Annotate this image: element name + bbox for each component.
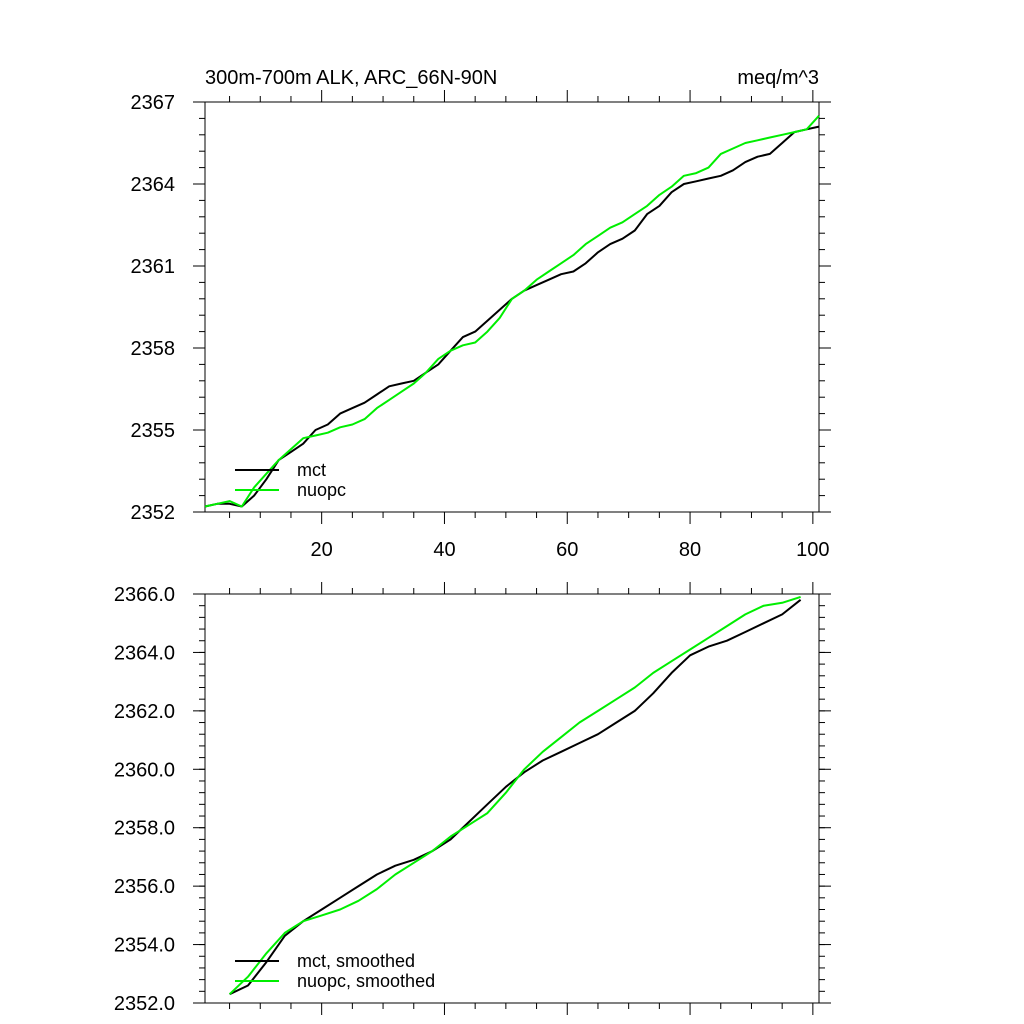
series-line-2 [228,595,801,995]
y-tick-label: 2352 [131,502,176,524]
series-line-1 [204,125,820,508]
y-tick-label: 2360.0 [114,759,175,781]
x-tick-label: 40 [433,539,455,561]
chart-panel-2: 2352.0 2354.0 2356.0 2358.0 2360.0 2362.0 2364… [114,582,831,1015]
y-tick-label: 2356.0 [114,876,175,898]
plot-frame [204,101,820,513]
y-tick-label: 2364 [131,174,176,196]
y-tick-label: 2364.0 [114,642,175,664]
x-tick-label: 60 [556,539,578,561]
legend-label: nuopc [297,480,346,500]
chart-title: 300m-700m ALK, ARC_66N-90N [205,67,497,89]
series-line-1 [229,599,802,996]
y-tick-label: 2354.0 [114,935,175,957]
legend-label: mct, smoothed [297,951,415,971]
y-tick-label: 2361 [131,256,176,278]
x-tick-label: 80 [679,539,701,561]
units-label: meq/m^3 [737,67,819,89]
plot-frame [204,593,820,1004]
y-tick-label: 2358.0 [114,818,175,840]
y-tick-label: 2366.0 [114,584,175,606]
y-tick-label: 2362.0 [114,701,175,723]
y-tick-label: 2355 [131,420,176,442]
x-tick-label: 100 [796,539,829,561]
y-tick-label: 2367 [131,92,176,114]
x-tick-label: 20 [311,539,333,561]
y-tick-label: 2358 [131,338,176,360]
chart-panel-1: 20 40 60 80 100 2352 2355 2358 2361 2364 2367 300m-… [131,67,831,561]
legend-label: nuopc, smoothed [297,971,435,991]
series-line-2 [204,115,820,508]
y-tick-label: 2352.0 [114,993,175,1015]
legend-label: mct [297,460,326,480]
